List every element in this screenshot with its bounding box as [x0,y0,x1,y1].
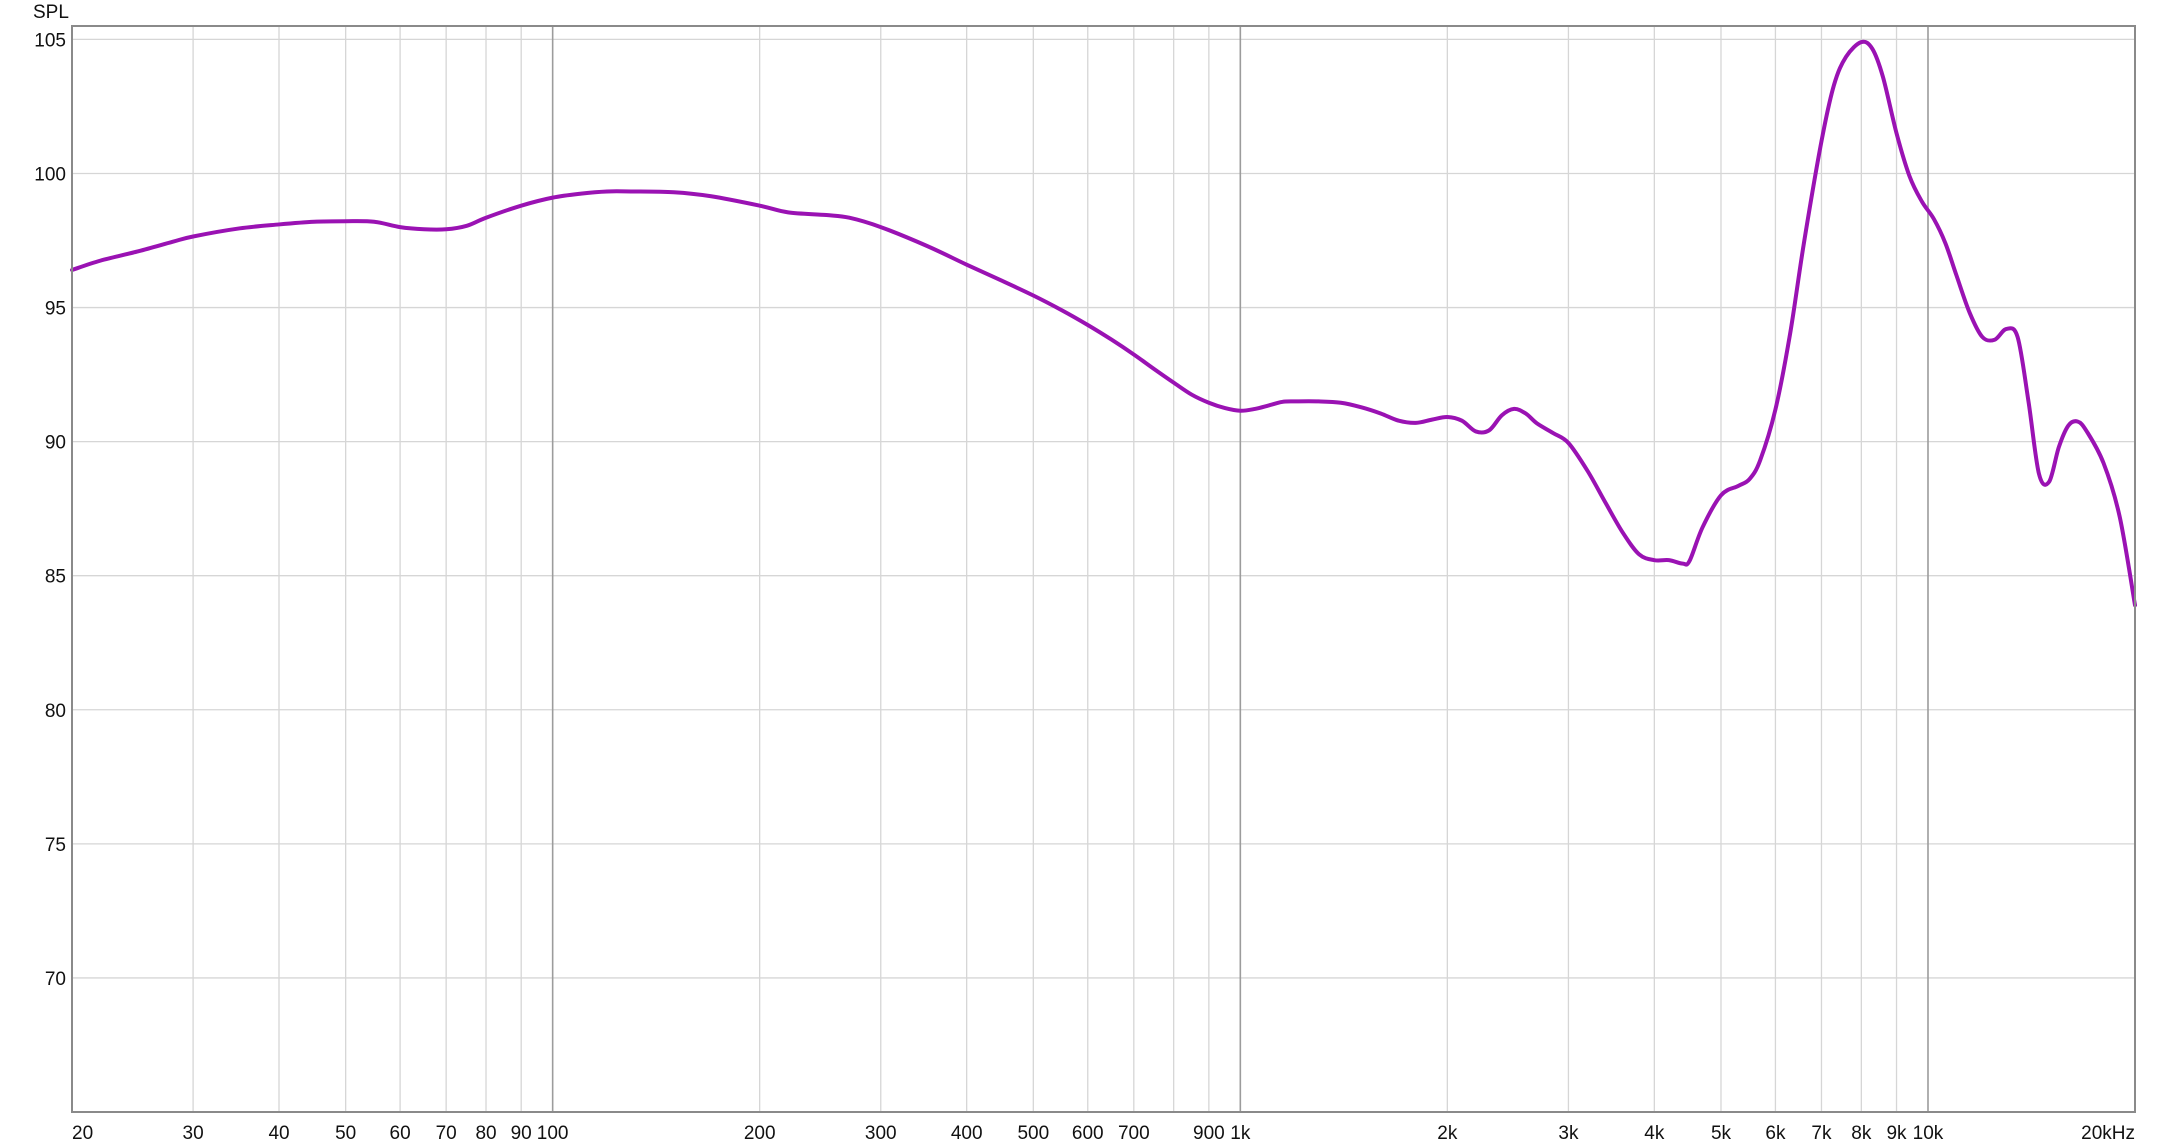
x-tick-label: 500 [1017,1123,1049,1141]
y-axis-tick-labels: 70 75 80 85 90 95 100 105 [34,30,66,990]
x-tick-label: 100 [537,1123,569,1141]
y-tick-label: 95 [45,299,66,320]
x-tick-label: 30 [183,1123,204,1141]
y-tick-label: 80 [45,701,66,722]
y-tick-label: 105 [34,30,66,51]
x-tick-label: 40 [268,1123,289,1141]
x-tick-label: 1k [1230,1123,1251,1141]
y-tick-label: 75 [45,835,66,856]
y-tick-label: 70 [45,969,66,990]
x-tick-label: 20kHz [2081,1123,2135,1141]
x-tick-label: 9k [1886,1123,1907,1141]
x-tick-label: 10k [1913,1123,1944,1141]
grid [72,26,2135,1112]
series-layer [70,39,2137,608]
x-tick-label: 8k [1851,1123,1872,1141]
x-tick-label: 90 [511,1123,532,1141]
x-tick-label: 70 [436,1123,457,1141]
x-tick-label: 20 [72,1123,93,1141]
x-tick-label: 6k [1765,1123,1786,1141]
series-line [70,39,2137,608]
x-axis-tick-labels: 20 30 40 50 60 70 80 90 100 200 300 400 500 600 700 900… [72,1123,2135,1141]
x-tick-label: 900 [1193,1123,1225,1141]
x-tick-label: 600 [1072,1123,1104,1141]
y-tick-label: 90 [45,433,66,454]
x-tick-label: 4k [1644,1123,1665,1141]
x-tick-label: 700 [1118,1123,1150,1141]
plot-frame [71,25,2136,1113]
x-tick-label: 5k [1711,1123,1732,1141]
y-tick-label: 100 [34,164,66,185]
x-tick-label: 80 [475,1123,496,1141]
x-tick-label: 60 [390,1123,411,1141]
x-tick-label: 300 [865,1123,897,1141]
x-tick-label: 200 [744,1123,776,1141]
x-tick-label: 50 [335,1123,356,1141]
x-tick-label: 2k [1437,1123,1458,1141]
x-tick-label: 3k [1558,1123,1579,1141]
y-tick-label: 85 [45,567,66,588]
y-axis-label: SPL [33,2,69,23]
x-tick-label: 7k [1811,1123,1832,1141]
x-tick-label: 400 [951,1123,983,1141]
